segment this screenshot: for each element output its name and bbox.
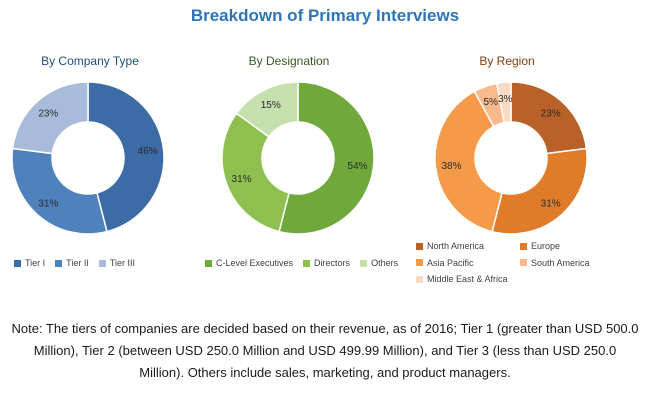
company-type-data-label-tier-i: 46% <box>138 146 158 157</box>
legend-swatch <box>416 259 423 266</box>
legend-swatch <box>303 259 311 267</box>
legend-label: Tier III <box>109 258 136 268</box>
legend-label: Tier I <box>25 258 46 268</box>
region-legend-item-europe: Europe <box>520 238 620 254</box>
company-type-data-label-tier-iii: 23% <box>38 108 58 119</box>
legend-label: Directors <box>314 258 351 268</box>
designation-data-label-others: 15% <box>261 100 281 111</box>
region-donut-chart: 23% 31% 38% 5% 3% <box>434 81 588 235</box>
legend-swatch <box>14 259 21 267</box>
designation-legend-item-directors: Directors <box>303 258 350 268</box>
main-title: Breakdown of Primary Interviews <box>190 6 460 25</box>
legend-swatch <box>416 242 423 250</box>
region-data-label-europe: 31% <box>541 199 561 210</box>
designation-legend: C-Level Executives Directors Others <box>205 258 408 269</box>
company-type-data-label-tier-ii: 31% <box>38 199 58 210</box>
region-chart-title: By Region <box>479 54 535 68</box>
region-legend-item-asia-pacific: Asia Pacific <box>416 255 516 271</box>
company-type-chart-title: By Company Type <box>41 54 139 68</box>
designation-data-label-directors: 31% <box>232 174 252 185</box>
legend-swatch <box>205 259 212 267</box>
region-legend-item-south-america: South America <box>520 255 620 271</box>
region-data-label-middle-east-and-africa: 3% <box>498 94 513 105</box>
legend-label: Europe <box>531 241 561 251</box>
legend-label: Asia Pacific <box>427 257 474 268</box>
region-slice-middle-east-and-africa <box>495 81 512 124</box>
designation-slice-others <box>235 81 299 138</box>
region-legend-item-north-america: North America <box>416 238 516 254</box>
designation-slice-directors <box>221 112 290 233</box>
region-data-label-north-america: 23% <box>541 108 561 119</box>
designation-legend-item-others: Others <box>360 258 398 268</box>
company-type-legend-item-tier-i: Tier I <box>14 258 45 268</box>
legend-swatch <box>416 275 423 283</box>
designation-chart-title: By Designation <box>248 54 330 68</box>
designation-donut-chart: 54% 31% 15% <box>221 81 375 235</box>
legend-label: Others <box>371 258 399 268</box>
legend-swatch <box>520 259 527 266</box>
region-legend: North America Europe Asia Pacific South Ame… <box>416 238 631 288</box>
legend-label: South America <box>531 257 590 268</box>
legend-swatch <box>98 259 106 267</box>
company-type-donut-chart: 46% 31% 23% <box>11 81 165 235</box>
designation-legend-item-c-level-executives: C-Level Executives <box>205 258 293 268</box>
legend-swatch <box>360 259 368 267</box>
legend-label: Middle East & Africa <box>427 274 508 284</box>
footnote: Note: The tiers of companies are decided… <box>11 321 639 380</box>
legend-label: North America <box>427 241 485 251</box>
region-slice-europe <box>491 147 588 235</box>
company-type-slice-tier-iii <box>11 81 89 155</box>
company-type-legend: Tier I Tier II Tier III <box>14 258 145 269</box>
legend-label: C-Level Executives <box>216 258 294 268</box>
region-slice-asia-pacific <box>434 90 503 233</box>
region-legend-item-middle-east-and-africa: Middle East & Africa <box>416 271 516 287</box>
region-data-label-south-america: 5% <box>483 97 498 108</box>
designation-data-label-c-level-executives: 54% <box>348 161 368 172</box>
company-type-legend-item-tier-ii: Tier II <box>55 258 89 268</box>
legend-swatch <box>55 259 63 267</box>
company-type-legend-item-tier-iii: Tier III <box>98 258 136 268</box>
region-slice-north-america <box>510 81 588 155</box>
legend-label: Tier II <box>66 258 89 268</box>
company-type-slice-tier-ii <box>11 147 108 235</box>
region-data-label-asia-pacific: 38% <box>441 161 461 172</box>
designation-slice-c-level-executives <box>278 81 375 235</box>
company-type-slice-tier-i <box>87 81 165 233</box>
legend-swatch <box>520 242 527 250</box>
